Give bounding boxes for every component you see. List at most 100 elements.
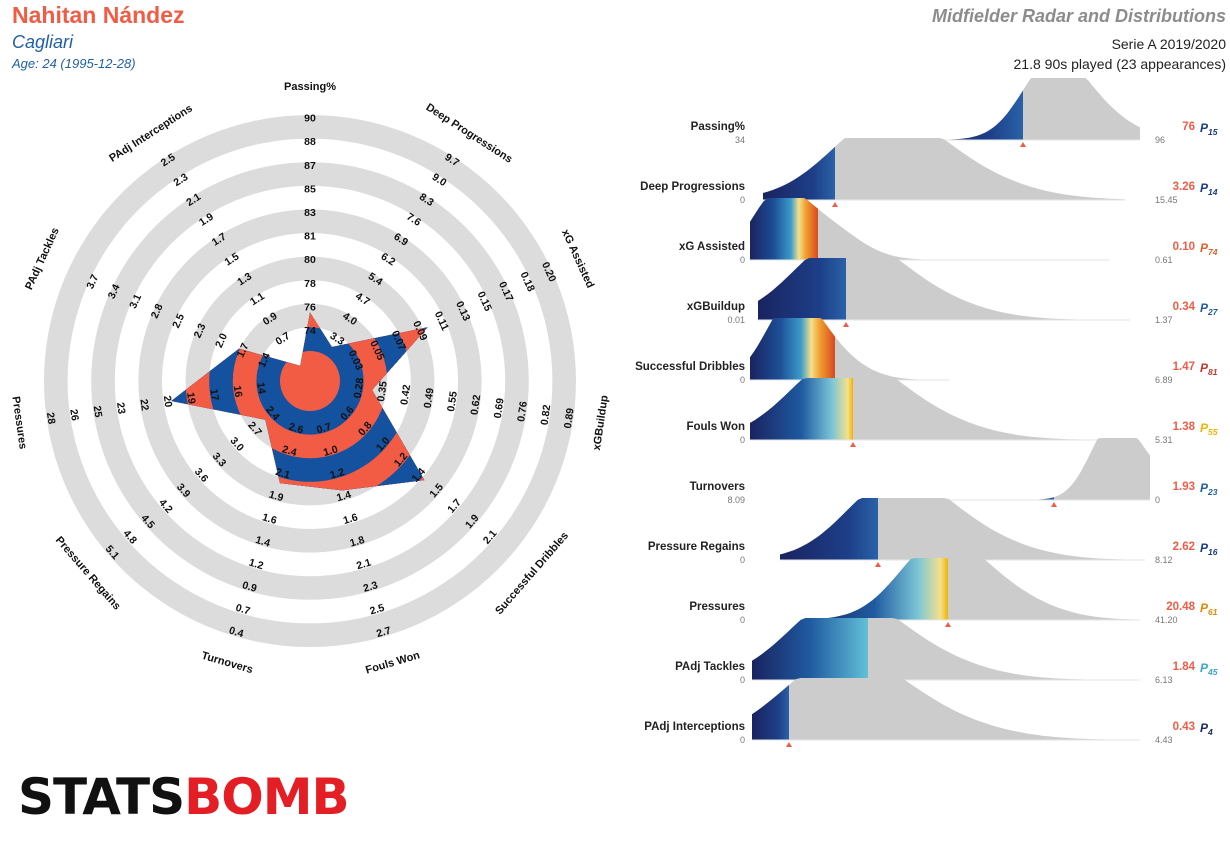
distribution-curve [752,678,1140,740]
distribution-curve [763,138,1125,200]
metric-min: 8.09 [727,495,745,505]
metric-label: Turnovers [690,481,745,493]
metric-value: 20.48 [1166,601,1195,613]
metric-min: 0.01 [727,315,745,325]
report-title: Midfielder Radar and Distributions [931,6,1226,26]
radar-tick-label: 2.3 [362,579,380,595]
value-marker [875,562,881,567]
metric-max: 0 [1155,495,1160,505]
metric-value: 1.84 [1173,661,1196,673]
percentile-label: P45 [1200,661,1218,677]
radar-tick-label: 1.9 [267,489,285,505]
radar-tick-label: 81 [304,231,316,243]
radar-tick-label: 25 [91,405,105,418]
radar-tick-label: 0.28 [352,377,367,399]
radar-tick-label: 87 [304,160,316,172]
metric-value: 76 [1182,121,1195,133]
radar-tick-label: 20 [161,395,175,408]
distribution-fill-gray [800,558,1140,620]
metric-max: 96 [1155,135,1165,145]
radar-tick-label: 0.9 [241,579,259,595]
metric-label: Pressures [689,601,745,613]
metric-label: Successful Dribbles [635,361,745,373]
distribution-fill-percentile [752,618,868,680]
metric-max: 6.89 [1155,375,1173,385]
radar-tick-label: 1.6 [261,511,279,527]
distribution-fill-percentile [758,258,846,320]
distribution-fill-percentile [763,138,835,200]
metric-max: 5.31 [1155,435,1173,445]
radar-tick-label: 88 [304,136,316,148]
radar-core [288,359,332,403]
value-marker [1020,142,1026,147]
metric-max: 6.13 [1155,675,1173,685]
radar-tick-label: 28 [44,412,58,425]
metric-max: 0.61 [1155,255,1173,265]
value-marker [843,322,849,327]
percentile-label: P55 [1200,421,1218,437]
metric-value: 1.47 [1173,361,1195,373]
logo-text-stats: STATS [18,768,185,826]
metric-min: 0 [740,735,745,745]
metric-max: 41.20 [1155,615,1178,625]
radar-tick-label: 0.7 [315,421,333,437]
radar-tick-label: 1.2 [329,466,347,482]
radar-tick-label: 2.5 [170,312,187,330]
radar-tick-label: 2.1 [274,466,292,482]
metric-value: 1.38 [1173,421,1196,433]
radar-chart: 74767880818385878890Passing%3.34.04.75.4… [9,81,610,677]
metric-label: Passing% [691,121,745,133]
distribution-fill-percentile [800,558,948,620]
percentile-label: P23 [1200,481,1218,497]
value-marker [786,742,792,747]
radar-tick-label: 16 [231,385,245,398]
radar-tick-label: 90 [304,113,316,125]
radar-tick-label: 2.6 [287,421,305,437]
distribution-curve [750,318,950,380]
metric-value: 1.93 [1173,481,1195,493]
radar-tick-label: 0.69 [492,397,507,419]
metric-value: 0.34 [1173,301,1196,313]
percentile-label: P4 [1200,721,1213,737]
metric-value: 0.43 [1173,721,1195,733]
radar-tick-label: 0.4 [227,625,245,641]
radar-tick-label: 1.6 [342,511,360,527]
radar-tick-label: 2.8 [149,302,166,320]
radar-tick-label: 2.1 [355,557,373,573]
radar-tick-label: 17 [207,388,221,401]
distribution-fill-percentile [752,678,789,740]
percentile-label: P81 [1200,361,1218,377]
radar-tick-label: 22 [137,398,151,411]
metric-value: 2.62 [1173,541,1195,553]
radar-tick-label: 0.76 [515,400,530,422]
radar-tick-label: 1.4 [256,351,273,369]
radar-tick-label: 1.4 [254,534,272,550]
radar-tick-label: 0.55 [445,390,460,412]
value-marker [832,202,838,207]
player-name: Nahitan Nández [12,2,185,28]
metric-label: Pressure Regains [648,541,745,553]
distribution-fill-gray [930,438,1150,500]
radar-tick-label: 0.89 [562,407,577,429]
player-age: Age: 24 (1995-12-28) [12,56,136,71]
value-marker [1051,502,1057,507]
radar-tick-label: 2.3 [192,322,209,340]
radar-tick-label: 78 [304,278,316,290]
percentile-label: P14 [1200,181,1218,197]
radar-tick-label: 0.7 [234,602,252,618]
metric-label: xGBuildup [687,301,745,313]
radar-tick-label: 80 [304,254,316,266]
metric-value: 0.10 [1173,241,1195,253]
value-marker [850,442,856,447]
distribution-curve [930,438,1150,500]
radar-tick-label: 23 [114,402,128,415]
radar-tick-label: 2.0 [213,331,230,349]
radar-axis-label: Passing% [284,81,336,93]
percentile-label: P15 [1200,121,1218,137]
radar-tick-label: 14 [254,381,268,394]
distribution-curve [758,258,1130,320]
radar-tick-label: 0.35 [375,380,390,402]
radar-tick-label: 0.62 [468,394,483,416]
radar-tick-label: 1.7 [235,341,252,359]
metric-max: 1.37 [1155,315,1173,325]
